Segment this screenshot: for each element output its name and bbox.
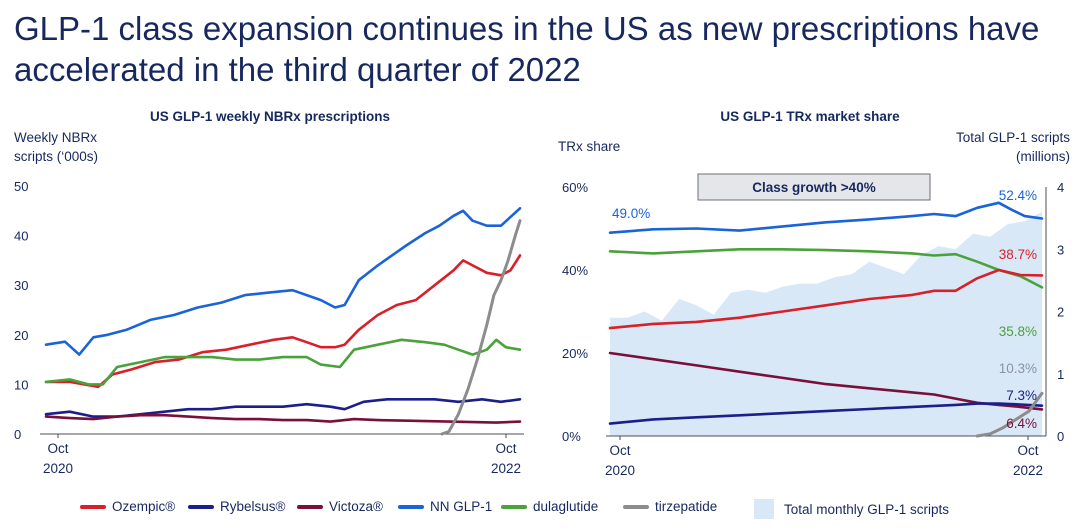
- x-tick-label: 2022: [1013, 463, 1043, 478]
- class-growth-box: [697, 173, 931, 201]
- legend-item-nn_glp1: NN GLP-1: [398, 499, 492, 514]
- legend-swatch: [754, 499, 774, 519]
- left-y-tick-label: 20%: [562, 346, 588, 361]
- left-y-axis-title: Weekly NBRx scripts (‘000s): [14, 128, 98, 166]
- right-y-axis-right-title: Total GLP-1 scripts (millions): [956, 128, 1070, 166]
- legend-label: Ozempic®: [112, 499, 176, 514]
- x-tick-label: Oct: [1017, 443, 1038, 458]
- y-tick-label: 20: [14, 328, 28, 343]
- legend-swatch: [501, 504, 527, 509]
- legend-swatch: [188, 504, 214, 509]
- end-value-label-nn_glp1: 52.4%: [999, 188, 1037, 203]
- legend-swatch: [80, 504, 106, 509]
- end-value-label-victoza: 6.4%: [1006, 416, 1037, 431]
- y-tick-label: 0: [14, 427, 21, 442]
- series-line-dulaglutide: [608, 248, 1044, 289]
- right-y-tick-label: 1: [1057, 367, 1064, 382]
- left-y-tick-label: 0%: [562, 429, 581, 444]
- legend-label: Total monthly GLP-1 scripts: [784, 501, 950, 517]
- legend-item-total_area: Total monthly GLP-1 scripts: [754, 499, 949, 519]
- legend-swatch: [297, 504, 323, 509]
- right-chart-title: US GLP-1 TRx market share: [720, 109, 900, 124]
- series-line-nn_glp1: [608, 201, 1044, 234]
- series-line-ozempic: [608, 268, 1044, 330]
- series-line-dulaglutide: [44, 338, 522, 386]
- series-line-tirzepatide: [440, 219, 522, 436]
- left-y-axis-title-line-2: scripts (‘000s): [14, 149, 99, 164]
- y-tick-label: 30: [14, 278, 28, 293]
- legend-item-ozempic: Ozempic®: [80, 499, 175, 514]
- right-y-tick-label: 3: [1057, 242, 1064, 257]
- y-tick-label: 40: [14, 229, 28, 244]
- right-y-tick-label: 2: [1057, 305, 1064, 320]
- y-tick-label: 10: [14, 377, 28, 392]
- legend-item-rybelsus: Rybelsus®: [188, 499, 285, 514]
- right-y-tick-label: 0: [1057, 429, 1064, 444]
- series-line-tirzepatide: [975, 391, 1044, 438]
- legend-item-dulaglutide: dulaglutide: [501, 499, 598, 514]
- x-tick-label: Oct: [609, 443, 630, 458]
- x-tick-label: 2022: [491, 461, 521, 476]
- left-y-tick-label: 40%: [562, 263, 588, 278]
- end-value-label-tirzepatide: 10.3%: [999, 361, 1037, 376]
- end-value-label-dulaglutide: 35.8%: [999, 324, 1037, 339]
- left-chart-title: US GLP-1 weekly NBRx prescriptions: [149, 109, 391, 124]
- page-title: GLP-1 class expansion continues in the U…: [14, 10, 1040, 88]
- end-value-label-rybelsus: 7.3%: [1006, 388, 1037, 403]
- total-scripts-area: [610, 211, 1042, 436]
- series-line-victoza: [44, 413, 522, 424]
- right-y-axis-right-title-line-1: Total GLP-1 scripts: [955, 130, 1070, 145]
- series-line-ozempic: [44, 254, 522, 389]
- right-y-axis-right-title-line-2: (millions): [1016, 149, 1070, 164]
- left-y-tick-label: 60%: [562, 180, 588, 195]
- x-tick-label: Oct: [47, 441, 68, 456]
- legend-label: NN GLP-1: [430, 499, 493, 514]
- legend-label: dulaglutide: [533, 499, 599, 514]
- x-tick-label: Oct: [495, 441, 516, 456]
- right-y-axis-left-title: TRx share: [558, 139, 621, 154]
- class-growth-label: Class growth >40%: [752, 180, 875, 195]
- legend-item-tirzepatide: tirzepatide: [623, 499, 717, 514]
- right-y-tick-label: 4: [1057, 180, 1064, 195]
- x-tick-label: 2020: [605, 463, 635, 478]
- left-y-axis-title-line-1: Weekly NBRx: [14, 130, 98, 145]
- series-line-nn_glp1: [44, 207, 522, 356]
- series-line-rybelsus: [608, 402, 1044, 425]
- legend-label: Victoza®: [329, 499, 383, 514]
- y-tick-label: 50: [14, 179, 28, 194]
- legend-label: Rybelsus®: [220, 499, 286, 514]
- legend-swatch: [623, 504, 649, 509]
- end-value-label-ozempic: 38.7%: [999, 247, 1037, 262]
- chart-legend: Ozempic® Rybelsus® Victoza® NN GLP-1 dulaglu…: [0, 499, 1080, 521]
- legend-label: tirzepatide: [655, 499, 718, 514]
- legend-item-victoza: Victoza®: [297, 499, 383, 514]
- start-value-label-nn-glp1: 49.0%: [612, 206, 650, 221]
- legend-swatch: [398, 504, 424, 509]
- x-tick-label: 2020: [43, 461, 73, 476]
